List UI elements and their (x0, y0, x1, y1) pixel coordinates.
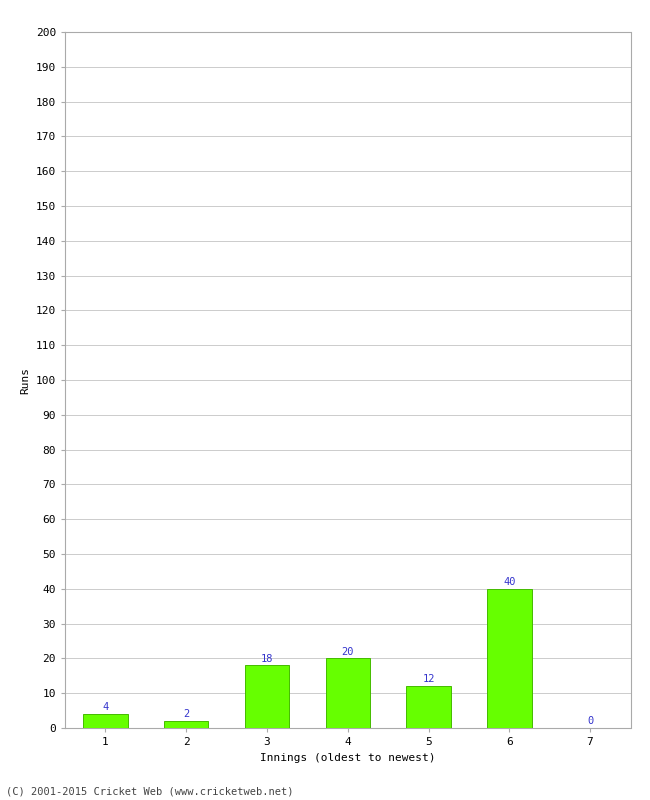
Text: 0: 0 (587, 716, 593, 726)
Text: 18: 18 (261, 654, 273, 664)
Bar (326, 658, 370, 728)
Text: 2: 2 (183, 710, 189, 719)
Text: 12: 12 (422, 674, 435, 685)
Bar (406, 686, 450, 728)
Text: 20: 20 (341, 646, 354, 657)
Y-axis label: Runs: Runs (20, 366, 30, 394)
Bar (83, 714, 127, 728)
X-axis label: Innings (oldest to newest): Innings (oldest to newest) (260, 753, 436, 762)
Text: (C) 2001-2015 Cricket Web (www.cricketweb.net): (C) 2001-2015 Cricket Web (www.cricketwe… (6, 786, 294, 796)
Bar (245, 666, 289, 728)
Bar (164, 721, 209, 728)
Text: 4: 4 (102, 702, 109, 712)
Text: 40: 40 (503, 577, 515, 587)
Bar (487, 589, 532, 728)
